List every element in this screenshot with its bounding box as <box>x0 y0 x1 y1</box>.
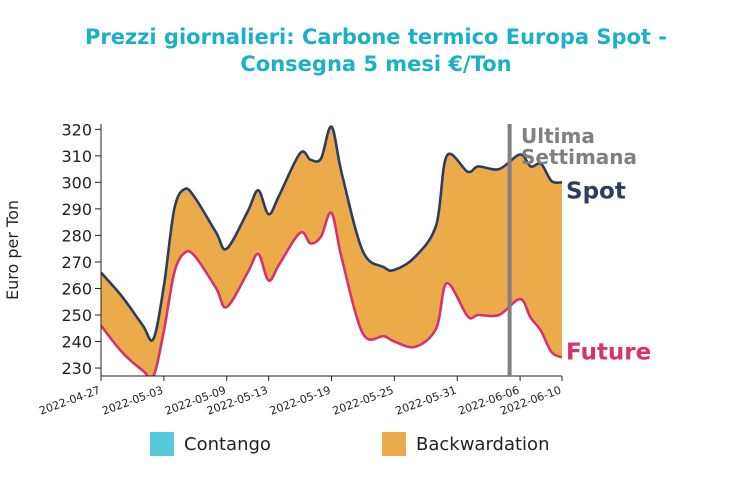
y-tick-label: 280 <box>61 226 92 245</box>
contango-swatch <box>150 432 174 456</box>
x-tick-label: 2022-05-25 <box>331 384 396 418</box>
y-tick-label: 310 <box>61 147 92 166</box>
y-tick-label: 300 <box>61 173 92 192</box>
x-tick-label: 2022-05-03 <box>100 384 165 418</box>
y-tick-label: 240 <box>61 333 92 352</box>
y-tick-label: 260 <box>61 279 92 298</box>
y-tick-label: 270 <box>61 253 92 272</box>
legend: Contango Backwardation <box>0 432 752 462</box>
y-tick-label: 320 <box>61 120 92 139</box>
chart-title: Prezzi giornalieri: Carbone termico Euro… <box>0 24 752 78</box>
x-tick-label: 2022-04-27 <box>37 384 102 418</box>
spot-series-label: Spot <box>566 178 626 204</box>
y-tick-label: 290 <box>61 200 92 219</box>
legend-label-contango: Contango <box>184 433 271 455</box>
y-axis-label: Euro per Ton <box>3 200 22 300</box>
x-tick-label: 2022-05-31 <box>394 384 459 418</box>
legend-label-backwardation: Backwardation <box>416 433 550 455</box>
last-week-label-line2: Settimana <box>521 145 637 169</box>
legend-item-contango[interactable]: Contango <box>150 432 271 456</box>
backwardation-area <box>101 126 562 376</box>
future-series-label: Future <box>566 339 651 365</box>
chart-title-line1: Prezzi giornalieri: Carbone termico Euro… <box>84 25 668 49</box>
legend-item-backwardation[interactable]: Backwardation <box>382 432 549 456</box>
backwardation-swatch <box>382 432 406 456</box>
chart-title-line2: Consegna 5 mesi €/Ton <box>240 52 512 76</box>
x-tick-label: 2022-05-19 <box>268 384 333 418</box>
last-week-label-line1: Ultima <box>521 124 595 148</box>
future-line <box>101 211 562 376</box>
y-tick-label: 250 <box>61 306 92 325</box>
spot-line <box>101 125 562 342</box>
y-tick-label: 230 <box>61 359 92 378</box>
